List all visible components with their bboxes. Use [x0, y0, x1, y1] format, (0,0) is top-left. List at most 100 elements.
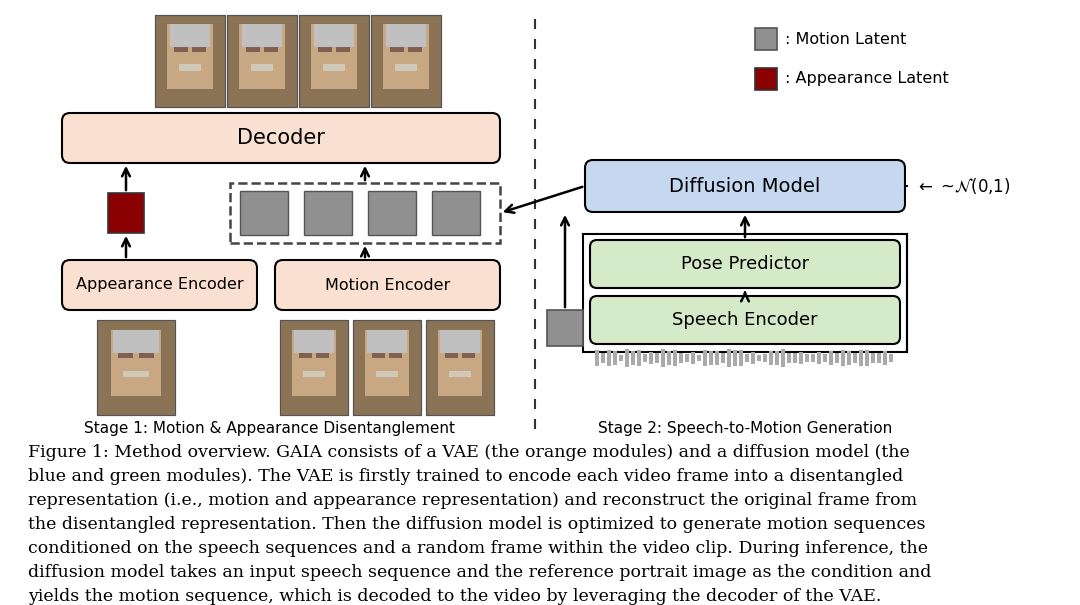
- Bar: [368, 191, 416, 235]
- Bar: [613, 351, 617, 365]
- Bar: [365, 330, 409, 396]
- Bar: [372, 15, 441, 107]
- Bar: [691, 352, 696, 364]
- Bar: [97, 320, 175, 415]
- Bar: [631, 350, 635, 365]
- Bar: [883, 351, 887, 365]
- Bar: [823, 354, 827, 362]
- Bar: [793, 353, 797, 363]
- Text: : Motion Latent: : Motion Latent: [785, 31, 906, 47]
- Bar: [751, 352, 755, 364]
- Bar: [745, 354, 750, 362]
- Bar: [775, 351, 779, 365]
- Text: diffusion model takes an input speech sequence and the reference portrait image : diffusion model takes an input speech se…: [28, 564, 931, 581]
- Bar: [394, 64, 417, 71]
- Bar: [408, 47, 422, 52]
- Bar: [595, 350, 599, 365]
- Bar: [654, 353, 659, 363]
- Bar: [353, 320, 421, 415]
- Bar: [708, 352, 713, 365]
- Bar: [661, 350, 665, 367]
- Bar: [715, 350, 719, 365]
- Bar: [667, 352, 671, 365]
- Bar: [859, 350, 863, 366]
- Bar: [685, 354, 689, 362]
- Bar: [336, 47, 350, 52]
- Bar: [607, 350, 611, 366]
- Bar: [870, 353, 875, 363]
- Text: Stage 2: Speech-to-Motion Generation: Stage 2: Speech-to-Motion Generation: [598, 420, 892, 436]
- Text: Appearance Encoder: Appearance Encoder: [76, 278, 243, 292]
- Bar: [432, 191, 480, 235]
- Bar: [383, 24, 429, 88]
- Bar: [372, 15, 441, 107]
- Text: blue and green modules). The VAE is firstly trained to encode each video frame i: blue and green modules). The VAE is firs…: [28, 468, 903, 485]
- Bar: [316, 353, 329, 358]
- Bar: [889, 355, 893, 362]
- Bar: [426, 320, 494, 415]
- Bar: [110, 330, 161, 396]
- Bar: [376, 371, 399, 378]
- Bar: [292, 330, 336, 396]
- FancyBboxPatch shape: [62, 113, 500, 163]
- FancyBboxPatch shape: [590, 296, 900, 344]
- Text: Figure 1: Method overview. GAIA consists of a VAE (the orange modules) and a dif: Figure 1: Method overview. GAIA consists…: [28, 444, 909, 461]
- Bar: [108, 193, 144, 233]
- Bar: [847, 351, 851, 365]
- Bar: [673, 350, 677, 366]
- Bar: [123, 371, 149, 378]
- Bar: [426, 320, 494, 415]
- Bar: [174, 47, 188, 52]
- Bar: [138, 353, 153, 358]
- Bar: [462, 353, 475, 358]
- Bar: [811, 355, 815, 362]
- Bar: [242, 24, 283, 47]
- Text: conditioned on the speech sequences and a random frame within the video clip. Du: conditioned on the speech sequences and …: [28, 540, 928, 557]
- Bar: [643, 355, 647, 362]
- Bar: [319, 47, 332, 52]
- Bar: [762, 355, 767, 362]
- Bar: [156, 15, 225, 107]
- Bar: [679, 353, 683, 364]
- Bar: [294, 330, 334, 353]
- Bar: [113, 330, 159, 353]
- Bar: [733, 350, 737, 366]
- Bar: [841, 350, 845, 366]
- Bar: [449, 371, 471, 378]
- Bar: [118, 353, 134, 358]
- Text: Decoder: Decoder: [238, 128, 325, 148]
- Bar: [170, 24, 211, 47]
- Bar: [280, 320, 348, 415]
- Bar: [697, 355, 701, 361]
- Bar: [178, 64, 201, 71]
- Bar: [637, 350, 642, 365]
- Bar: [445, 353, 458, 358]
- Bar: [298, 353, 312, 358]
- Bar: [167, 24, 213, 88]
- Bar: [703, 350, 707, 366]
- Bar: [156, 15, 225, 107]
- Bar: [367, 330, 407, 353]
- Text: $\leftarrow$ ~$\mathcal{N}$(0,1): $\leftarrow$ ~$\mathcal{N}$(0,1): [915, 176, 1011, 196]
- Bar: [619, 355, 623, 361]
- Bar: [441, 330, 480, 353]
- Bar: [251, 64, 273, 71]
- Bar: [230, 183, 500, 243]
- FancyBboxPatch shape: [590, 240, 900, 288]
- Bar: [97, 320, 175, 415]
- Bar: [769, 351, 773, 365]
- Bar: [829, 351, 833, 365]
- Bar: [877, 353, 881, 362]
- Bar: [546, 310, 583, 346]
- Bar: [757, 355, 761, 361]
- Bar: [835, 353, 839, 364]
- Bar: [386, 24, 427, 47]
- Bar: [353, 320, 421, 415]
- Text: Pose Predictor: Pose Predictor: [680, 255, 809, 273]
- Bar: [865, 350, 869, 366]
- Bar: [303, 191, 352, 235]
- Bar: [299, 15, 369, 107]
- Bar: [246, 47, 259, 52]
- Bar: [437, 330, 482, 396]
- Text: : Appearance Latent: : Appearance Latent: [785, 71, 948, 87]
